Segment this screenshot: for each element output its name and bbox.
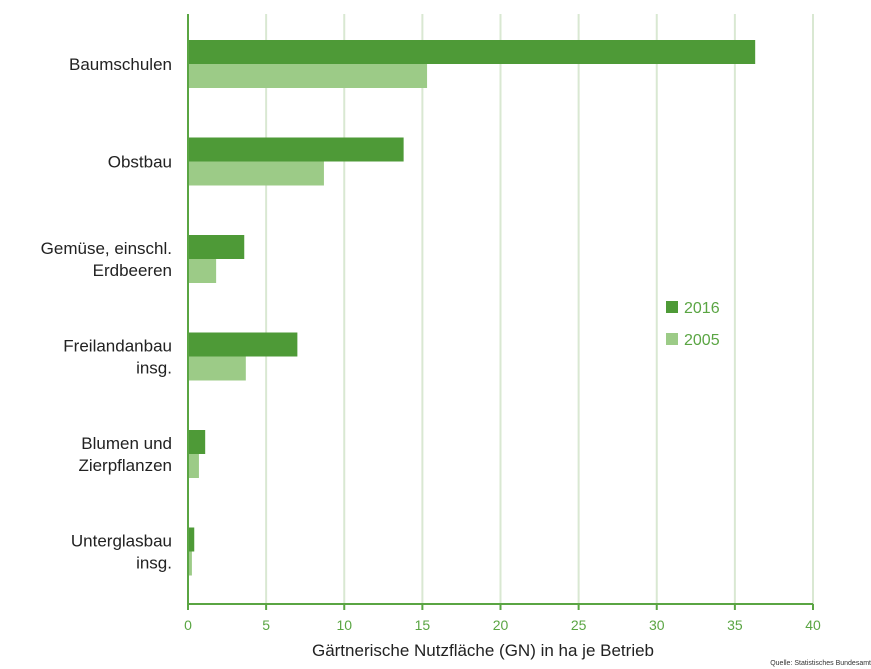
x-tick-label-25: 25 — [571, 617, 587, 633]
bar-2005-5 — [188, 551, 192, 576]
bar-2005-2 — [188, 259, 217, 283]
category-label-4-0: Blumen und — [81, 434, 172, 453]
category-label-1-0: Obstbau — [108, 153, 172, 172]
x-tick-label-30: 30 — [649, 617, 665, 633]
bar-2005-3 — [188, 356, 246, 381]
category-label-4-1: Zierpflanzen — [78, 456, 172, 475]
x-tick-label-35: 35 — [727, 617, 743, 633]
category-label-3-1: insg. — [136, 359, 172, 378]
x-axis-label: Gärtnerische Nutzfläche (GN) in ha je Be… — [312, 641, 654, 660]
legend-label-2005: 2005 — [684, 332, 720, 349]
category-label-5-0: Unterglasbau — [71, 532, 172, 551]
x-tick-label-15: 15 — [415, 617, 431, 633]
source-note: Quelle: Statistisches Bundesamt — [770, 660, 871, 667]
x-tick-label-20: 20 — [493, 617, 509, 633]
category-label-5-1: insg. — [136, 554, 172, 573]
bar-2016-3 — [188, 332, 298, 357]
bar-2016-2 — [188, 235, 245, 259]
bar-2016-0 — [188, 40, 756, 64]
x-tick-label-5: 5 — [262, 617, 270, 633]
x-tick-label-40: 40 — [805, 617, 821, 633]
category-label-2-1: Erdbeeren — [93, 261, 172, 280]
bar-2005-4 — [188, 454, 199, 478]
bar-2016-5 — [188, 527, 195, 552]
bar-2016-4 — [188, 430, 206, 454]
legend-swatch-2016 — [666, 301, 678, 313]
bar-2005-1 — [188, 161, 324, 186]
category-label-3-0: Freilandanbau — [63, 337, 172, 356]
x-tick-label-10: 10 — [336, 617, 352, 633]
x-tick-label-0: 0 — [184, 617, 192, 633]
bar-2016-1 — [188, 137, 404, 162]
category-label-0-0: Baumschulen — [69, 55, 172, 74]
legend-swatch-2005 — [666, 333, 678, 345]
legend-label-2016: 2016 — [684, 300, 720, 317]
bar-2005-0 — [188, 64, 428, 88]
category-label-2-0: Gemüse, einschl. — [41, 239, 172, 258]
